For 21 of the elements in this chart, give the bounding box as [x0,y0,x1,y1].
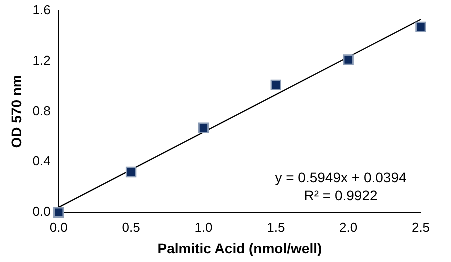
annotation: y = 0.5949x + 0.0394 [275,169,407,186]
y-tick-label: 0.0 [32,204,51,220]
y-tick-label: 1.2 [32,52,51,68]
x-tick-label: 0.0 [50,220,68,235]
x-tick-label: 1.5 [267,220,286,235]
x-axis-title: Palmitic Acid (nmol/well) [158,240,322,256]
point [270,80,282,91]
point [343,54,354,66]
point [126,166,137,178]
y-axis-title: OD 570 nm [8,75,24,148]
point [198,122,210,134]
x-tick-label: 0.5 [122,220,140,235]
annotation: R² = 0.9922 [304,187,378,204]
x-tick-label: 2.0 [340,220,358,235]
y-tick-label: 0.4 [32,154,51,169]
point [54,207,64,218]
y-tick-label: 1.6 [32,2,51,18]
x-tick-label: 1.0 [194,220,213,235]
point [416,22,426,33]
x-tick-label: 2.5 [412,220,430,235]
y-tick-label: 0.8 [32,103,51,118]
